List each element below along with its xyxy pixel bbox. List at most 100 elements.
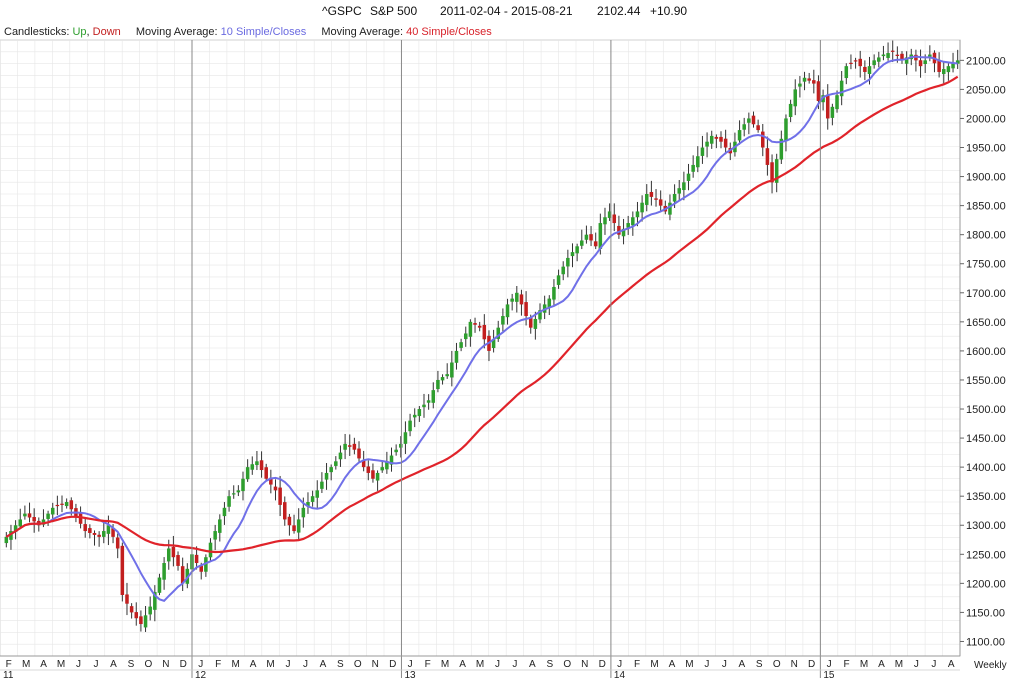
legend-candles-label: Candlesticks: xyxy=(4,26,70,38)
month-tick-label: D xyxy=(599,659,606,670)
candle-body xyxy=(334,461,338,466)
candle-body xyxy=(928,54,932,59)
candle-body xyxy=(436,379,440,390)
candle-body xyxy=(890,50,895,52)
candle-body xyxy=(510,298,514,302)
candle-body xyxy=(631,217,635,226)
candle-body xyxy=(83,524,87,532)
candle-body xyxy=(770,162,774,183)
candle-body xyxy=(301,507,306,518)
candle-body xyxy=(644,194,649,205)
month-tick-label: F xyxy=(215,659,221,670)
candle-body xyxy=(111,528,115,537)
legend-ma40-value: 40 Simple/Closes xyxy=(406,26,492,38)
legend-sep: , xyxy=(86,26,90,38)
candle-body xyxy=(705,141,709,147)
candle-body xyxy=(844,66,849,79)
candle-body xyxy=(227,496,231,507)
y-tick-label: 1100.00 xyxy=(966,636,1005,648)
candle-body xyxy=(176,555,180,566)
month-tick-label: A xyxy=(878,659,885,670)
symbol-label: ^GSPC xyxy=(322,4,362,18)
candle-body xyxy=(839,80,844,97)
month-tick-label: D xyxy=(808,659,815,670)
candle-body xyxy=(292,525,296,532)
candle-body xyxy=(324,472,329,480)
month-tick-label: J xyxy=(931,659,936,670)
candle-body xyxy=(677,188,681,194)
y-tick-label: 1500.00 xyxy=(966,404,1006,416)
candle-body xyxy=(129,606,134,613)
candle-body xyxy=(97,534,101,537)
candle-body xyxy=(60,503,64,505)
candle-body xyxy=(598,223,603,249)
month-tick-label: S xyxy=(756,659,763,670)
candle-body xyxy=(784,118,788,142)
candle-body xyxy=(46,513,50,519)
y-tick-label: 1700.00 xyxy=(966,288,1006,300)
candle-body xyxy=(236,490,241,493)
candle-body xyxy=(148,606,152,615)
candle-body xyxy=(496,327,501,339)
candle-body xyxy=(941,69,946,75)
candle-body xyxy=(255,461,259,466)
candle-body xyxy=(547,298,552,308)
y-tick-label: 2000.00 xyxy=(966,113,1006,125)
candle-body xyxy=(872,60,876,66)
candle-body xyxy=(64,502,69,507)
month-tick-label: O xyxy=(773,659,781,670)
candle-body xyxy=(477,325,482,328)
candle-body xyxy=(157,577,162,593)
candle-body xyxy=(445,374,449,377)
month-tick-label: M xyxy=(266,659,274,670)
year-tick-label: 12 xyxy=(195,670,207,678)
candle-body xyxy=(380,467,384,471)
candle-body xyxy=(918,60,923,67)
month-tick-label: J xyxy=(198,659,203,670)
price-change: +10.90 xyxy=(650,4,688,18)
candle-body xyxy=(682,182,686,191)
candle-body xyxy=(802,77,807,82)
y-tick-label: 1350.00 xyxy=(966,491,1006,503)
month-tick-label: M xyxy=(57,659,65,670)
candle-body xyxy=(440,377,445,381)
month-tick-label: F xyxy=(6,659,12,670)
candle-body xyxy=(719,136,723,142)
candle-body xyxy=(756,125,760,131)
candle-body xyxy=(338,452,343,460)
candle-body xyxy=(700,147,705,156)
legend-down-label: Down xyxy=(92,26,121,38)
candle-body xyxy=(208,542,213,558)
candle-body xyxy=(231,493,236,495)
candle-body xyxy=(120,545,125,595)
month-tick-label: O xyxy=(144,659,152,670)
candle-body xyxy=(951,63,955,69)
candle-body xyxy=(937,59,941,72)
candle-body xyxy=(519,294,524,305)
candle-body xyxy=(556,275,561,285)
candle-body xyxy=(654,198,658,200)
last-price: 2102.44 xyxy=(597,4,641,18)
candle-body xyxy=(18,519,23,527)
candle-body xyxy=(863,66,867,72)
month-tick-label: J xyxy=(722,659,727,670)
candle-body xyxy=(798,83,802,87)
month-tick-label: M xyxy=(441,659,449,670)
candle-body xyxy=(9,531,13,540)
candle-body xyxy=(143,615,148,628)
candle-body xyxy=(747,118,751,123)
candle-body xyxy=(607,211,612,218)
date-range: 2011-02-04 - 2015-08-21 xyxy=(440,4,573,18)
candle-body xyxy=(375,472,380,481)
candle-body xyxy=(714,136,719,139)
candle-body xyxy=(482,324,487,340)
candle-body xyxy=(904,57,909,64)
candle-body xyxy=(473,323,477,325)
candle-body xyxy=(92,532,97,535)
candle-body xyxy=(13,525,18,533)
month-tick-label: M xyxy=(22,659,30,670)
month-tick-label: A xyxy=(529,659,536,670)
candle-body xyxy=(366,466,371,473)
candle-body xyxy=(357,448,361,459)
